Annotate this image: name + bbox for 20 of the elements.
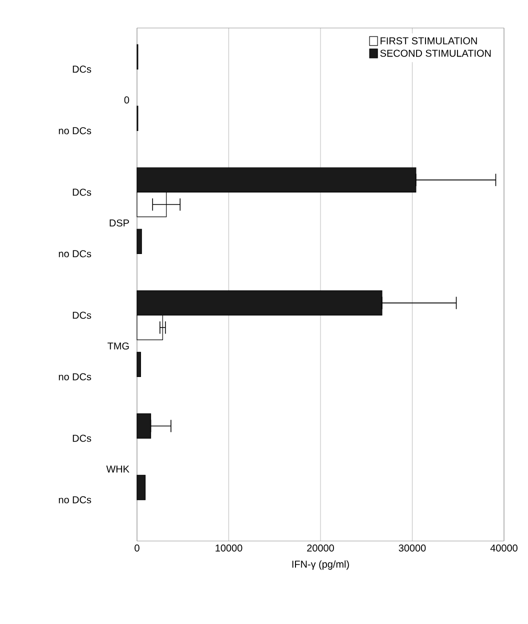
y-tick-label: DCs xyxy=(72,66,92,73)
legend-label: FIRST STIMULATION xyxy=(380,37,477,44)
y-tick-label: DCs xyxy=(72,434,92,442)
text: WHK xyxy=(106,466,130,472)
x-tick-label: 0 xyxy=(134,544,140,552)
x-tick-label: 40000 xyxy=(490,544,518,552)
text: TMG xyxy=(108,342,129,350)
y-tick-label: DCs xyxy=(72,188,92,196)
y-tick-label: DCs xyxy=(72,312,92,319)
y-tick-label: no DCs xyxy=(58,127,92,134)
x-tick-label: 10000 xyxy=(216,544,242,552)
y-tick-label: no DCs xyxy=(58,250,92,258)
y-tick-label: no DCs xyxy=(58,496,92,504)
legend-label: SECOND STIMULATION xyxy=(380,50,491,57)
text: 0 xyxy=(124,96,130,104)
x-axis-title: IFN-γ (pg/ml) xyxy=(292,560,349,570)
x-tick-label: 20000 xyxy=(307,544,334,552)
x-tick-label: 30000 xyxy=(398,544,426,552)
y-tick-label: no DCs xyxy=(58,373,92,380)
text: DSP xyxy=(110,219,129,227)
